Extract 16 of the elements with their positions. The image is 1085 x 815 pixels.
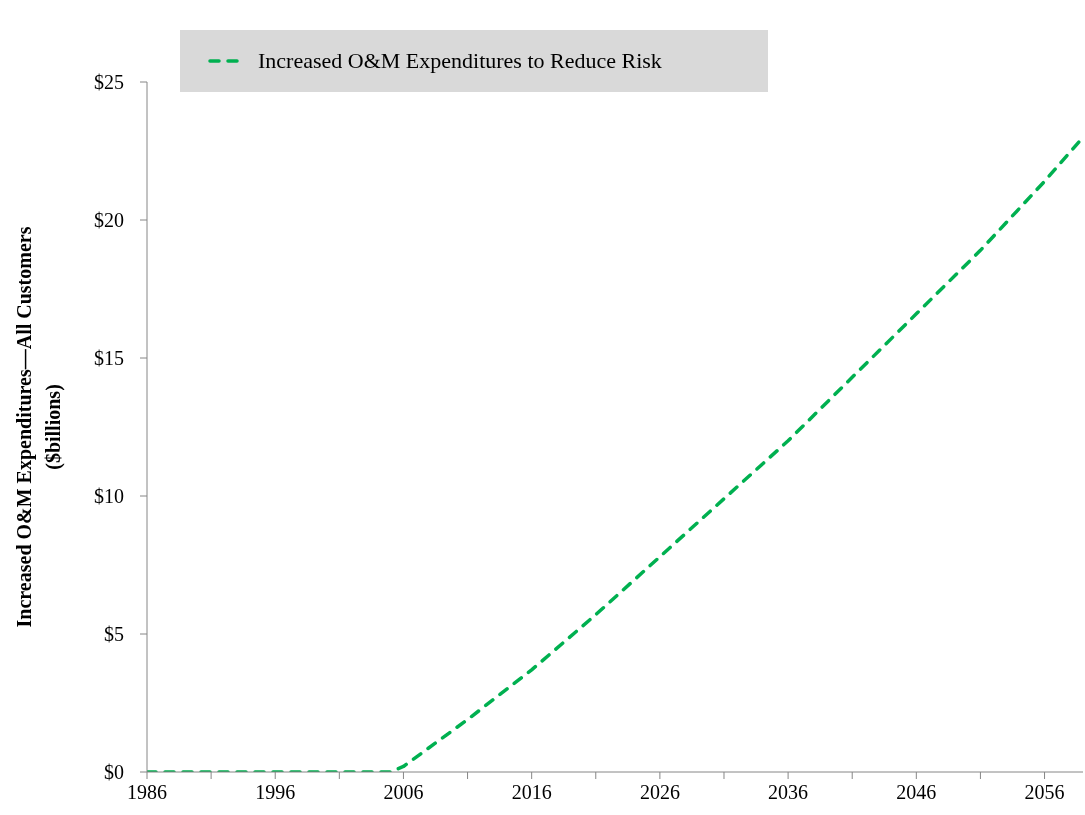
x-tick-label: 2056 [1024,781,1065,804]
y-tick-label: $20 [94,209,124,232]
legend-label: Increased O&M Expenditures to Reduce Risk [258,48,662,74]
y-tick-label: $25 [94,71,124,94]
y-axis-title: Increased O&M Expenditures—All Customers ($billions) [13,226,65,628]
x-tick-label: 2036 [768,781,809,804]
x-tick-label: 2046 [896,781,937,804]
x-tick-label: 2016 [511,781,552,804]
x-tick-label: 2006 [383,781,424,804]
x-tick-label: 1996 [255,781,296,804]
x-tick-label: 2026 [639,781,680,804]
x-tick-label: 1986 [127,781,167,804]
y-tick-label: $5 [104,623,124,646]
y-tick-label: $0 [104,761,124,784]
y-tick-label: $10 [94,485,124,508]
y-tick-label: $15 [94,347,124,370]
